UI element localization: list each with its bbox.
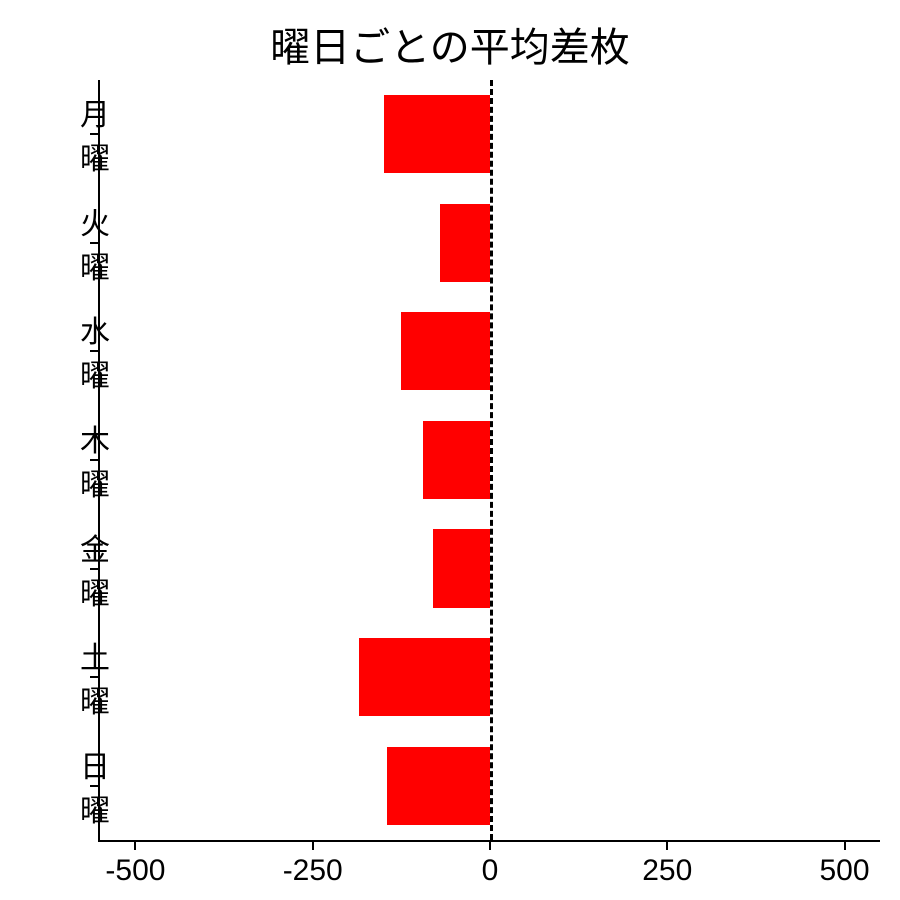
plot-area: -500-2500250500月曜火曜水曜木曜金曜土曜日曜 — [100, 80, 880, 840]
y-tick — [90, 785, 98, 787]
chart-container: 曜日ごとの平均差枚 -500-2500250500月曜火曜水曜木曜金曜土曜日曜 — [0, 0, 900, 900]
bar — [440, 204, 490, 282]
bar — [401, 312, 490, 390]
zero-reference-line — [490, 80, 493, 840]
bar — [433, 529, 490, 607]
bar — [387, 747, 490, 825]
x-tick-label: 500 — [820, 854, 870, 888]
x-tick-label: 0 — [482, 854, 499, 888]
x-tick — [312, 842, 314, 850]
y-tick — [90, 242, 98, 244]
bar — [359, 638, 490, 716]
y-tick — [90, 350, 98, 352]
y-tick — [90, 676, 98, 678]
y-tick — [90, 568, 98, 570]
x-tick — [666, 842, 668, 850]
x-tick-label: 250 — [642, 854, 692, 888]
y-tick — [90, 133, 98, 135]
x-tick — [844, 842, 846, 850]
x-tick — [489, 842, 491, 850]
bar — [423, 421, 490, 499]
y-axis-line — [98, 80, 100, 842]
bar — [384, 95, 490, 173]
x-tick-label: -250 — [283, 854, 343, 888]
chart-title: 曜日ごとの平均差枚 — [0, 15, 900, 73]
x-tick — [134, 842, 136, 850]
y-tick — [90, 459, 98, 461]
x-tick-label: -500 — [105, 854, 165, 888]
